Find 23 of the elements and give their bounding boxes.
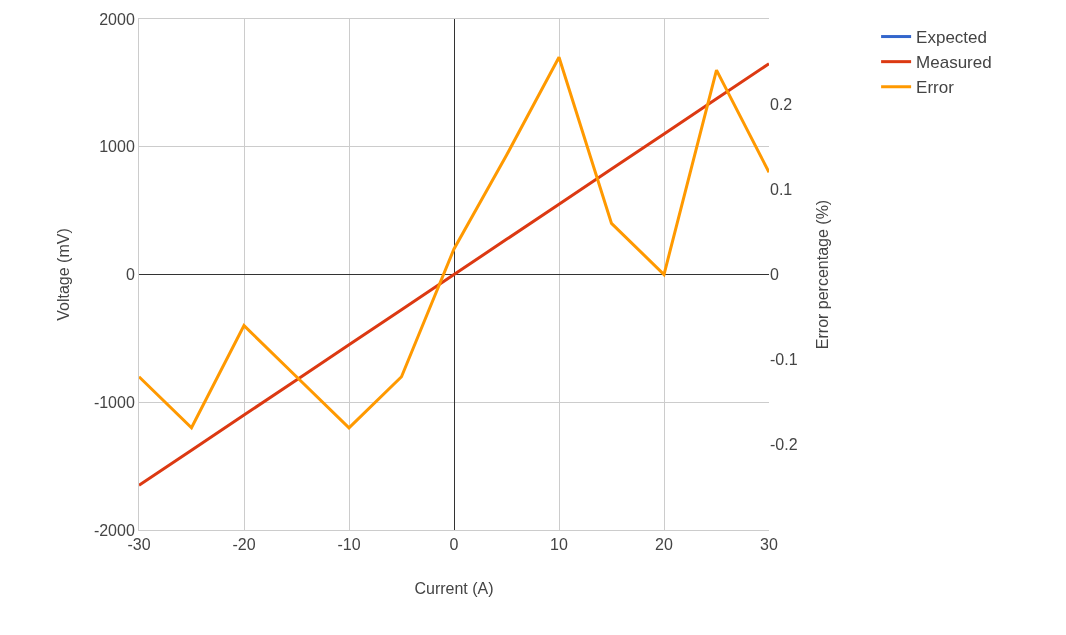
- legend-label: Measured: [916, 53, 992, 73]
- y2-axis-title: Error percentage (%): [814, 199, 832, 350]
- y-tick-label: -1000: [93, 393, 135, 411]
- y2-tick-label: 0.1: [770, 180, 793, 198]
- y2-tick-label: 0.2: [770, 95, 793, 113]
- x-tick-label: -30: [127, 536, 151, 554]
- y2-tick-label: 0: [770, 266, 779, 284]
- y-tick-label: -2000: [93, 521, 135, 539]
- y-tick-label: 0: [125, 266, 135, 284]
- x-tick-label: 20: [655, 536, 673, 554]
- legend-label: Expected: [916, 28, 987, 48]
- x-tick-label: 0: [449, 536, 459, 554]
- x-tick-label: 10: [550, 536, 568, 554]
- y-tick-label: 2000: [99, 10, 135, 28]
- y2-tick-label: -0.2: [770, 436, 798, 454]
- y2-tick-label: -0.1: [770, 351, 798, 369]
- y-axis-title: Voltage (mV): [54, 228, 72, 321]
- x-axis-title: Current (A): [414, 579, 494, 597]
- y-tick-label: 1000: [99, 138, 135, 156]
- legend-label: Error: [916, 78, 955, 98]
- x-tick-label: 30: [760, 536, 778, 554]
- x-tick-label: -10: [337, 536, 361, 554]
- x-tick-label: -20: [232, 536, 256, 554]
